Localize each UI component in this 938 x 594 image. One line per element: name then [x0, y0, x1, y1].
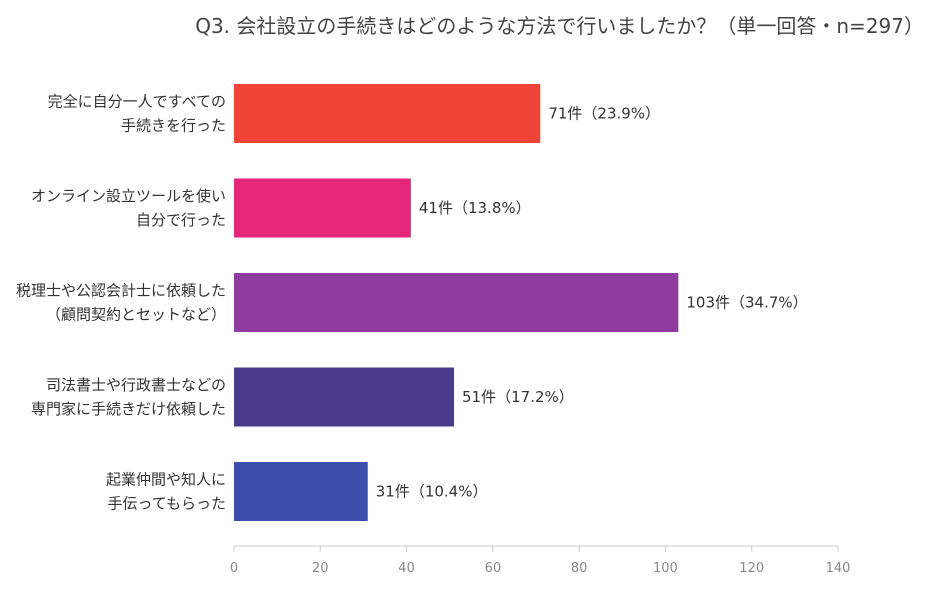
category-label-4-line-2: 専門家に手続きだけ依頼した [31, 400, 226, 418]
category-label-5-line-1: 起業仲間や知人に [106, 471, 226, 489]
x-tick-label-100: 100 [653, 561, 678, 576]
data-label-2: 41件（13.8%） [419, 199, 531, 217]
x-tick-label-20: 20 [312, 561, 329, 576]
category-label-1-line-2: 手続きを行った [121, 117, 226, 135]
x-tick-label-60: 60 [485, 561, 502, 576]
category-labels-group: 完全に自分一人ですべての手続きを行ったオンライン設立ツールを使い自分で行った税理… [16, 93, 226, 513]
data-label-5: 31件（10.4%） [376, 483, 488, 501]
data-label-3: 103件（34.7%） [686, 294, 807, 312]
bar-4 [234, 367, 455, 427]
bars-group [234, 84, 679, 521]
x-tick-label-80: 80 [571, 561, 588, 576]
category-label-3-line-2: （顧問契約とセットなど） [46, 306, 226, 324]
data-labels-group: 71件（23.9%） 41件（13.8%） 103件（34.7%） 51件（17.2%… [376, 105, 808, 501]
category-label-5-line-2: 手伝ってもらった [107, 495, 226, 513]
category-label-2-line-2: 自分で行った [136, 211, 226, 229]
bar-1 [234, 84, 541, 143]
bar-5 [234, 462, 368, 521]
category-label-3-line-1: 税理士や公認会計士に依頼した [16, 282, 226, 300]
category-label-1-line-1: 完全に自分一人ですべての [48, 93, 226, 111]
data-label-1: 71件（23.9%） [548, 105, 660, 123]
bar-3 [234, 273, 679, 332]
data-label-4: 51件（17.2%） [462, 388, 574, 406]
chart-title: Q3. 会社設立の手続きはどのような方法で行いましたか？（単一回答・n=297） [195, 14, 924, 38]
x-tick-label-120: 120 [739, 561, 764, 576]
x-tick-label-40: 40 [398, 561, 415, 576]
x-tick-label-0: 0 [230, 561, 238, 576]
category-label-4-line-1: 司法書士や行政書士などの [46, 376, 226, 394]
x-tick-label-140: 140 [826, 561, 851, 576]
x-axis: 0 20 40 60 80 100 120 140 [230, 545, 851, 576]
category-label-2-line-1: オンライン設立ツールを使い [31, 187, 226, 205]
bar-2 [234, 178, 411, 238]
